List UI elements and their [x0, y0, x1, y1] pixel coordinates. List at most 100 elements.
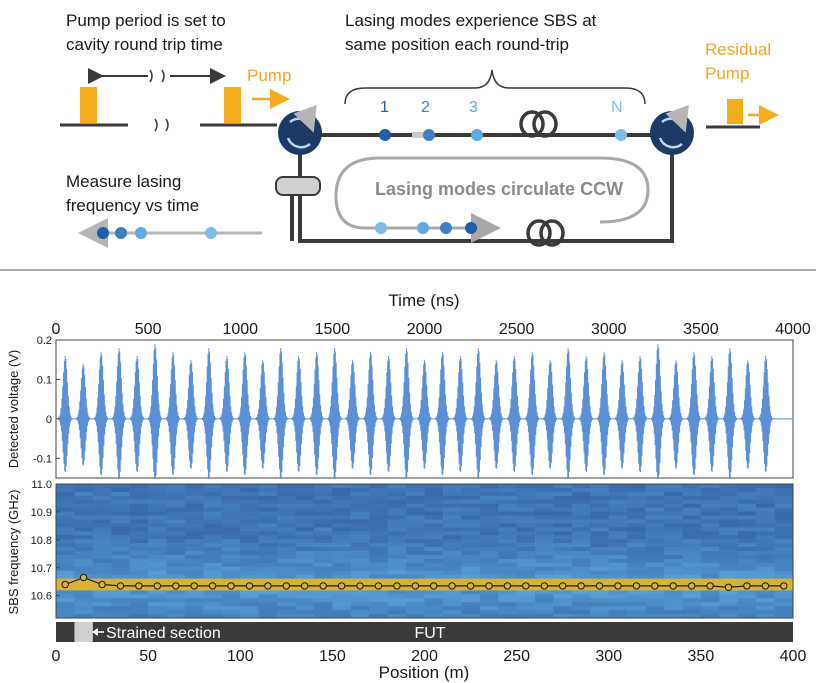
heatmap-cell: [535, 606, 554, 611]
heatmap-cell: [498, 574, 518, 580]
heatmap-cell: [166, 495, 186, 501]
heatmap-cell: [295, 511, 315, 517]
heatmap-cell: [258, 606, 278, 611]
peak-point: [393, 582, 401, 590]
heatmap-cell: [92, 586, 112, 591]
heatmap-cell: [332, 539, 352, 544]
heatmap-cell: [369, 551, 389, 556]
heatmap-cell: [369, 554, 389, 560]
heatmap-cell: [277, 551, 297, 556]
signal-burst: [417, 359, 432, 469]
heatmap-cell: [664, 578, 683, 584]
heatmap-cell: [553, 499, 573, 505]
heatmap-cell: [295, 566, 315, 572]
heatmap-cell: [277, 519, 297, 524]
heatmap-cell: [129, 507, 149, 513]
peak-point: [172, 582, 180, 590]
heatmap-cell: [774, 539, 794, 544]
heatmap-cell: [240, 574, 260, 580]
heatmap-cell: [571, 578, 591, 584]
heatmap-cell: [608, 590, 628, 595]
heatmap-cell: [590, 558, 610, 564]
heatmap-cell: [56, 511, 75, 517]
pump-pulse-2: [224, 87, 241, 123]
heatmap-cell: [332, 614, 352, 619]
heatmap-cell: [148, 543, 168, 548]
circulating-dot-3: [417, 222, 429, 234]
position-tick-label: 50: [139, 648, 157, 665]
heatmap-cell: [129, 570, 149, 576]
heatmap-cell: [700, 570, 720, 576]
heatmap-cell: [221, 503, 241, 509]
heatmap-cell: [111, 574, 131, 580]
heatmap-cell: [627, 594, 647, 599]
heatmap-cell: [184, 551, 204, 556]
heatmap-cell: [424, 562, 444, 568]
heatmap-cell: [461, 539, 481, 544]
heatmap-cell: [277, 511, 297, 517]
heatmap-cell: [479, 562, 499, 568]
heatmap-cell: [498, 614, 518, 619]
heatmap-cell: [277, 543, 297, 548]
heatmap-cell: [627, 519, 647, 524]
heatmap-cell: [479, 511, 499, 517]
heatmap-cell: [737, 598, 757, 603]
heatmap-cell: [74, 507, 94, 513]
heatmap-cell: [92, 519, 112, 524]
heatmap-cell: [387, 598, 407, 603]
heatmap-cell: [387, 487, 407, 493]
heatmap-cell: [608, 535, 628, 540]
voltage-tick-label: 0: [46, 414, 52, 426]
position-tick-label: 100: [227, 648, 254, 665]
heatmap-cell: [737, 543, 757, 548]
heatmap-cell: [535, 495, 554, 501]
heatmap-cell: [111, 499, 131, 505]
heatmap-cell: [313, 531, 333, 536]
heatmap-cell: [498, 507, 518, 513]
heatmap-cell: [184, 566, 204, 572]
heatmap-cell: [221, 495, 241, 501]
heatmap-cell: [277, 594, 297, 599]
heatmap-cell: [184, 515, 204, 520]
peak-point: [411, 582, 419, 590]
heatmap-cell: [608, 554, 628, 560]
heatmap-cell: [406, 578, 425, 584]
heatmap-cell: [608, 547, 628, 552]
heatmap-cell: [129, 531, 149, 536]
heatmap-cell: [516, 570, 536, 576]
heatmap-cell: [92, 590, 112, 595]
signal-burst: [524, 351, 540, 476]
heatmap-cell: [277, 562, 297, 568]
circulate-label: Lasing modes circulate CCW: [375, 179, 623, 199]
heatmap-cell: [553, 554, 573, 560]
heatmap-cell: [406, 590, 425, 595]
heatmap-cell: [277, 527, 297, 532]
heatmap-cell: [608, 519, 628, 524]
heatmap-cell: [756, 574, 776, 580]
heatmap-cell: [498, 495, 518, 501]
heatmap-cell: [387, 535, 407, 540]
heatmap-cell: [295, 610, 315, 615]
heatmap-cell: [442, 515, 462, 520]
heatmap-cell: [332, 610, 352, 615]
heatmap-cell: [184, 606, 204, 611]
signal-burst: [345, 359, 360, 469]
heatmap-cell: [498, 484, 518, 489]
heatmap-cell: [387, 491, 407, 497]
heatmap-cell: [184, 527, 204, 532]
heatmap-cell: [74, 570, 94, 576]
heatmap-cell: [516, 499, 536, 505]
heatmap-cell: [221, 507, 241, 513]
signal-burst: [704, 355, 720, 473]
heatmap-cell: [571, 515, 591, 520]
heatmap-cell: [313, 507, 333, 513]
heatmap-cell: [203, 547, 223, 552]
signal-burst: [542, 359, 558, 469]
heatmap-cell: [737, 590, 757, 595]
heatmap-cell: [369, 543, 389, 548]
heatmap-cell: [221, 598, 241, 603]
heatmap-cell: [590, 614, 610, 619]
peak-point: [116, 582, 125, 590]
heatmap-cell: [756, 551, 776, 556]
heatmap-cell: [774, 554, 794, 560]
